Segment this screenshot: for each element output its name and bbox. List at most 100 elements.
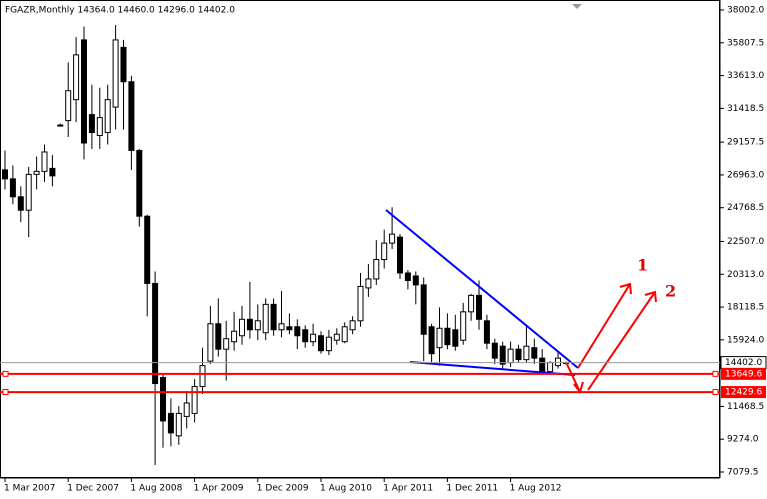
current-price-label: 14402.0: [725, 358, 762, 368]
candle-body: [397, 236, 403, 274]
y-tick-label: 7079.5: [727, 468, 759, 478]
candle-body: [175, 412, 182, 437]
support-line: [409, 361, 576, 376]
candle-body: [468, 294, 475, 313]
level-box: [721, 386, 766, 399]
candle-body: [523, 345, 530, 361]
candle-body: [104, 99, 111, 134]
candle-body: [341, 326, 348, 343]
candle-body: [9, 178, 16, 198]
candle-body: [325, 336, 332, 352]
candle-body: [436, 327, 443, 349]
candle-body: [88, 114, 95, 134]
x-tick-label: 1 Aug 2008: [130, 484, 182, 494]
shift-marker: [572, 4, 582, 9]
candle-body: [41, 151, 48, 172]
candle-body: [491, 342, 498, 359]
candle-body: [476, 294, 482, 320]
candle-body: [389, 233, 396, 244]
candle-body: [460, 311, 467, 341]
y-tick-label: 15924.0: [727, 335, 764, 345]
candle-body: [507, 348, 514, 364]
level-end: [2, 370, 9, 377]
annotation: 1: [637, 256, 648, 275]
candle-body: [25, 173, 32, 211]
candle-body: [286, 326, 293, 331]
candle-body: [17, 196, 24, 211]
plot-area: [2, 24, 569, 465]
candle-body: [270, 303, 277, 331]
candle-body: [136, 149, 143, 217]
x-tick-label: 1 Dec 2007: [67, 484, 119, 494]
candle-body: [128, 81, 135, 151]
y-tick-label: 9274.0: [727, 435, 759, 445]
candle-body: [160, 377, 166, 422]
candle-body: [120, 46, 127, 83]
candle-body: [112, 39, 119, 108]
candle-body: [381, 242, 388, 261]
candle-body: [452, 329, 459, 347]
candle-body: [412, 275, 419, 286]
y-tick-label: 18118.5: [727, 303, 764, 313]
candle-body: [231, 330, 238, 343]
x-tick-label: 1 Apr 2009: [194, 484, 244, 494]
y-tick-label: 29157.5: [727, 138, 764, 148]
candle-body: [483, 320, 490, 344]
candle-body: [183, 402, 190, 417]
y-tick-label: 26963.0: [727, 170, 764, 180]
candle-body: [294, 326, 301, 337]
candle-body: [215, 323, 222, 350]
candle-body: [81, 39, 87, 144]
x-tick-label: 1 Aug 2010: [320, 484, 372, 494]
candle-body: [531, 347, 538, 359]
candle-body: [365, 278, 372, 289]
candle-body: [262, 303, 269, 334]
candle-body: [65, 90, 72, 122]
level-box: [721, 367, 766, 380]
candle-body: [420, 284, 427, 335]
x-tick-label: 1 Dec 2011: [446, 484, 498, 494]
candle-body: [207, 323, 214, 362]
level-end: [712, 370, 719, 377]
candle-body: [373, 259, 380, 280]
candle-body: [539, 357, 546, 374]
candle-body: [223, 338, 230, 350]
candle-body: [57, 124, 64, 127]
level-label: 12429.6: [725, 388, 762, 398]
candle-body: [547, 362, 554, 373]
chart-title: FGAZR,Monthly 14364.0 14460.0 14296.0 14…: [5, 6, 235, 16]
y-tick-label: 33613.0: [727, 71, 764, 81]
arrow-1: [577, 282, 632, 369]
candle-body: [302, 329, 309, 343]
candle-body: [96, 117, 103, 137]
candle-body: [318, 335, 324, 352]
y-tick-label: 20313.0: [727, 270, 764, 280]
candle-body: [246, 318, 253, 331]
candle-body: [333, 333, 340, 341]
candle-body: [278, 323, 285, 331]
resistance-line: [385, 209, 579, 369]
candle-body: [33, 170, 40, 175]
arrows: [565, 282, 657, 395]
annotation: 2: [665, 282, 676, 301]
candle-body: [357, 285, 364, 322]
level-end: [712, 389, 719, 396]
trend-lines: [385, 209, 579, 376]
x-tick-label: 1 Dec 2009: [257, 484, 309, 494]
y-tick-label: 24768.5: [727, 203, 764, 213]
candle-body: [555, 357, 561, 367]
y-tick-label: 31418.5: [727, 104, 764, 114]
candle-body: [152, 282, 159, 385]
candle-body: [444, 327, 451, 346]
candle-body: [349, 320, 356, 331]
candle-body: [191, 386, 198, 414]
level-label: 13649.6: [725, 369, 762, 379]
candle-body: [404, 272, 411, 281]
candle-body: [499, 345, 506, 365]
candle-body: [515, 348, 522, 361]
y-tick-label: 38002.0: [727, 5, 764, 15]
candle-body: [144, 215, 151, 284]
y-tick-label: 22507.0: [727, 237, 764, 247]
x-tick-label: 1 Mar 2007: [4, 484, 55, 494]
